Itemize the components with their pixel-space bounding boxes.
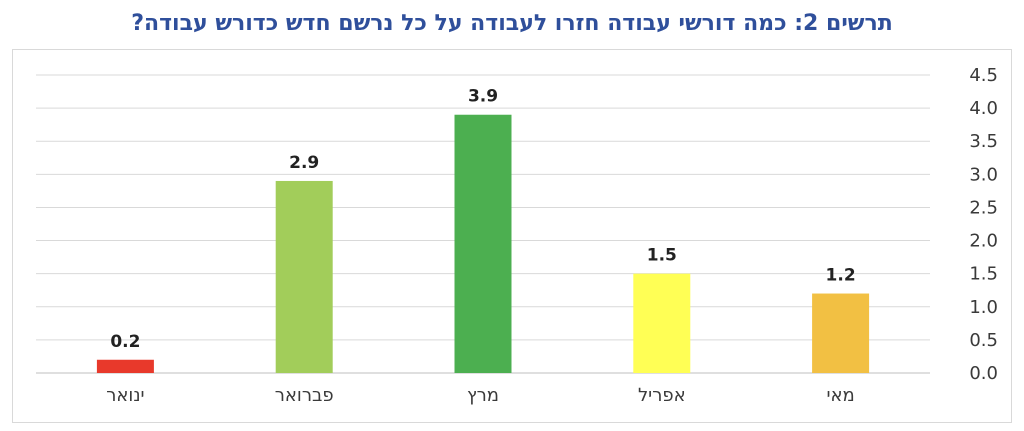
x-tick-label: אפריל xyxy=(638,385,686,406)
bar xyxy=(96,359,154,373)
x-tick-label: ינואר xyxy=(106,385,144,406)
bar xyxy=(812,293,870,373)
y-tick-label: 0.0 xyxy=(969,363,998,384)
y-tick-label: 2.5 xyxy=(969,197,998,218)
data-label: 2.9 xyxy=(289,153,319,173)
chart-title: תרשים 2: כמה דורשי עבודה חזרו לעבודה על … xyxy=(131,11,893,36)
x-tick-label: מאי xyxy=(826,385,854,406)
data-label: 1.2 xyxy=(826,266,856,286)
bar xyxy=(275,180,333,373)
y-tick-label: 4.0 xyxy=(969,98,998,119)
bar xyxy=(633,273,691,373)
data-label: 0.2 xyxy=(110,332,140,352)
data-label: 1.5 xyxy=(647,246,677,266)
chart-frame xyxy=(12,49,1012,423)
y-tick-label: 0.5 xyxy=(969,330,998,351)
y-tick-label: 4.5 xyxy=(969,65,998,86)
x-tick-label: מרץ xyxy=(467,385,499,406)
y-tick-label: 2.0 xyxy=(969,231,998,252)
data-label: 3.9 xyxy=(468,87,498,107)
y-tick-label: 1.5 xyxy=(969,264,998,285)
y-tick-label: 3.0 xyxy=(969,164,998,185)
y-tick-label: 1.0 xyxy=(969,297,998,318)
x-tick-label: פברואר xyxy=(275,385,334,406)
y-tick-label: 3.5 xyxy=(969,131,998,152)
bar xyxy=(454,114,512,373)
